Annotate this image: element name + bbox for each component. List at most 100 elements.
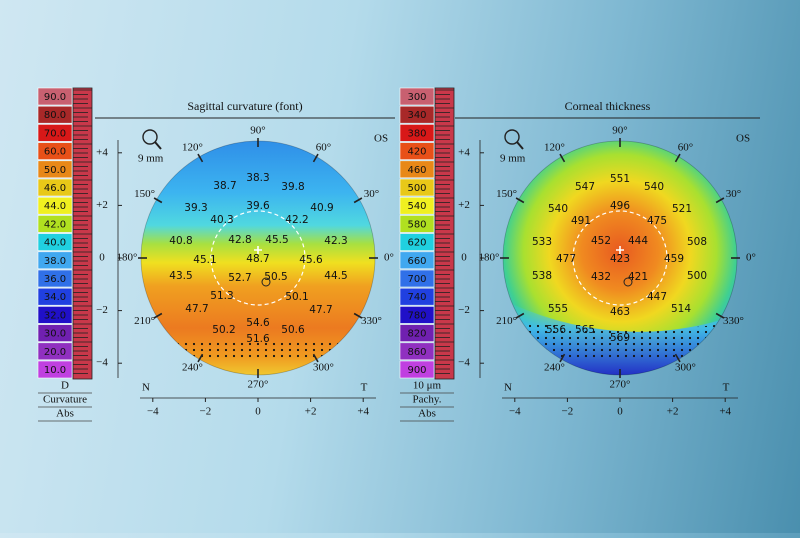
angle-label: 270° [248,379,269,391]
center-zone [572,210,668,306]
zoom-handle [154,141,162,150]
map-value: 51.6 [246,333,270,345]
rim-tick [674,353,681,363]
y-tick-label: −4 [96,357,108,369]
scale-footer: Pachy. [413,394,442,406]
map-value: 50.5 [264,271,287,283]
scale-swatch [399,269,435,288]
scale-footer: D [61,380,69,392]
angle-label: 330° [361,315,382,327]
x-tick-label: +2 [667,406,679,418]
angle-label: 270° [610,379,631,391]
map-value: 508 [687,236,707,248]
scale-swatch [399,233,435,251]
y-tick-label: −2 [96,304,108,316]
angle-label: 90° [250,125,265,137]
scale-swatch [399,87,435,106]
map-value: 51.3 [210,290,233,302]
angle-label: 60° [678,142,693,154]
scale-swatch [399,306,435,324]
scale-swatch [399,251,435,270]
rim-tick [674,153,681,163]
map-value: 47.7 [185,303,208,315]
scale-label: 60.0 [44,147,66,158]
map-dots [141,342,375,360]
scale-swatch [37,360,73,379]
map-value: 496 [610,200,630,212]
scale-label: 420 [407,147,426,158]
scale-swatch [37,306,73,324]
map-value: 565 [575,324,595,336]
angle-label: 300° [313,362,334,374]
scale-label: 460 [407,165,426,176]
scale-swatch [37,342,73,361]
map-value: 39.8 [281,181,304,193]
scale-label: 30.0 [44,329,66,340]
angle-label: 90° [612,125,627,137]
scale-label: 820 [407,329,426,340]
scale-label: 90.0 [44,92,66,103]
map-value: 39.6 [246,200,270,212]
angle-label: 150° [496,188,517,200]
map-value: 38.3 [246,172,269,184]
x-tick-label: −2 [562,406,574,418]
temporal-label: T [723,382,730,394]
scale-label: 70.0 [44,128,66,139]
map-value: 459 [664,253,684,265]
pupil-center [623,277,633,287]
map-value: 444 [628,235,648,247]
map-value: 42.8 [228,234,251,246]
scale-swatch [37,269,73,288]
rim-tick [515,197,525,204]
angle-label: 180° [117,252,138,264]
map-value: 556 [546,324,566,336]
scale-swatch [399,105,435,124]
apex-mark [254,246,262,254]
map-value: 452 [591,235,611,247]
scale-swatch [37,196,73,215]
scale-label: 42.0 [44,219,66,230]
scale-label: 620 [407,238,426,249]
map-value: 54.6 [246,317,270,329]
scale-label: 900 [407,365,426,376]
scale-footer: Abs [418,408,436,420]
center-zone [210,210,306,306]
rim-tick [559,353,566,363]
scale-label: 580 [407,219,426,230]
nasal-label: N [142,382,150,394]
map-value: 40.9 [310,202,333,214]
eye-label: OS [374,133,388,145]
map-value: 45.1 [193,254,216,266]
scale-swatch [37,324,73,342]
scale-swatch [399,196,435,215]
scale-label: 40.0 [44,238,66,249]
scale-swatch [399,160,435,179]
eye-label: OS [736,133,750,145]
rim-tick [153,312,163,319]
map-disc [503,141,737,375]
map-value: 569 [610,332,630,344]
nasal-label: N [504,382,512,394]
map-value: 432 [591,271,611,283]
zoom-icon [504,129,520,145]
map-value: 50.2 [212,324,235,336]
rim-tick [197,153,204,163]
angle-label: 0° [746,252,756,264]
angle-label: 180° [479,252,500,264]
rim-tick [312,153,319,163]
x-tick-label: 0 [617,406,623,418]
panel-title: Corneal thickness [565,99,651,113]
map-value: 47.7 [309,304,332,316]
scale-label: 540 [407,201,426,212]
map-value: 40.3 [210,214,233,226]
scale-swatch [399,142,435,160]
map-value: 39.3 [184,202,207,214]
rim-tick [559,153,566,163]
angle-label: 30° [364,188,379,200]
scale-label: 80.0 [44,110,66,121]
scale-swatch [399,360,435,379]
scale-swatch [37,87,73,106]
zoom-label: 9 mm [500,153,526,165]
map-value: 50.6 [281,324,305,336]
zoom-handle [516,141,524,150]
